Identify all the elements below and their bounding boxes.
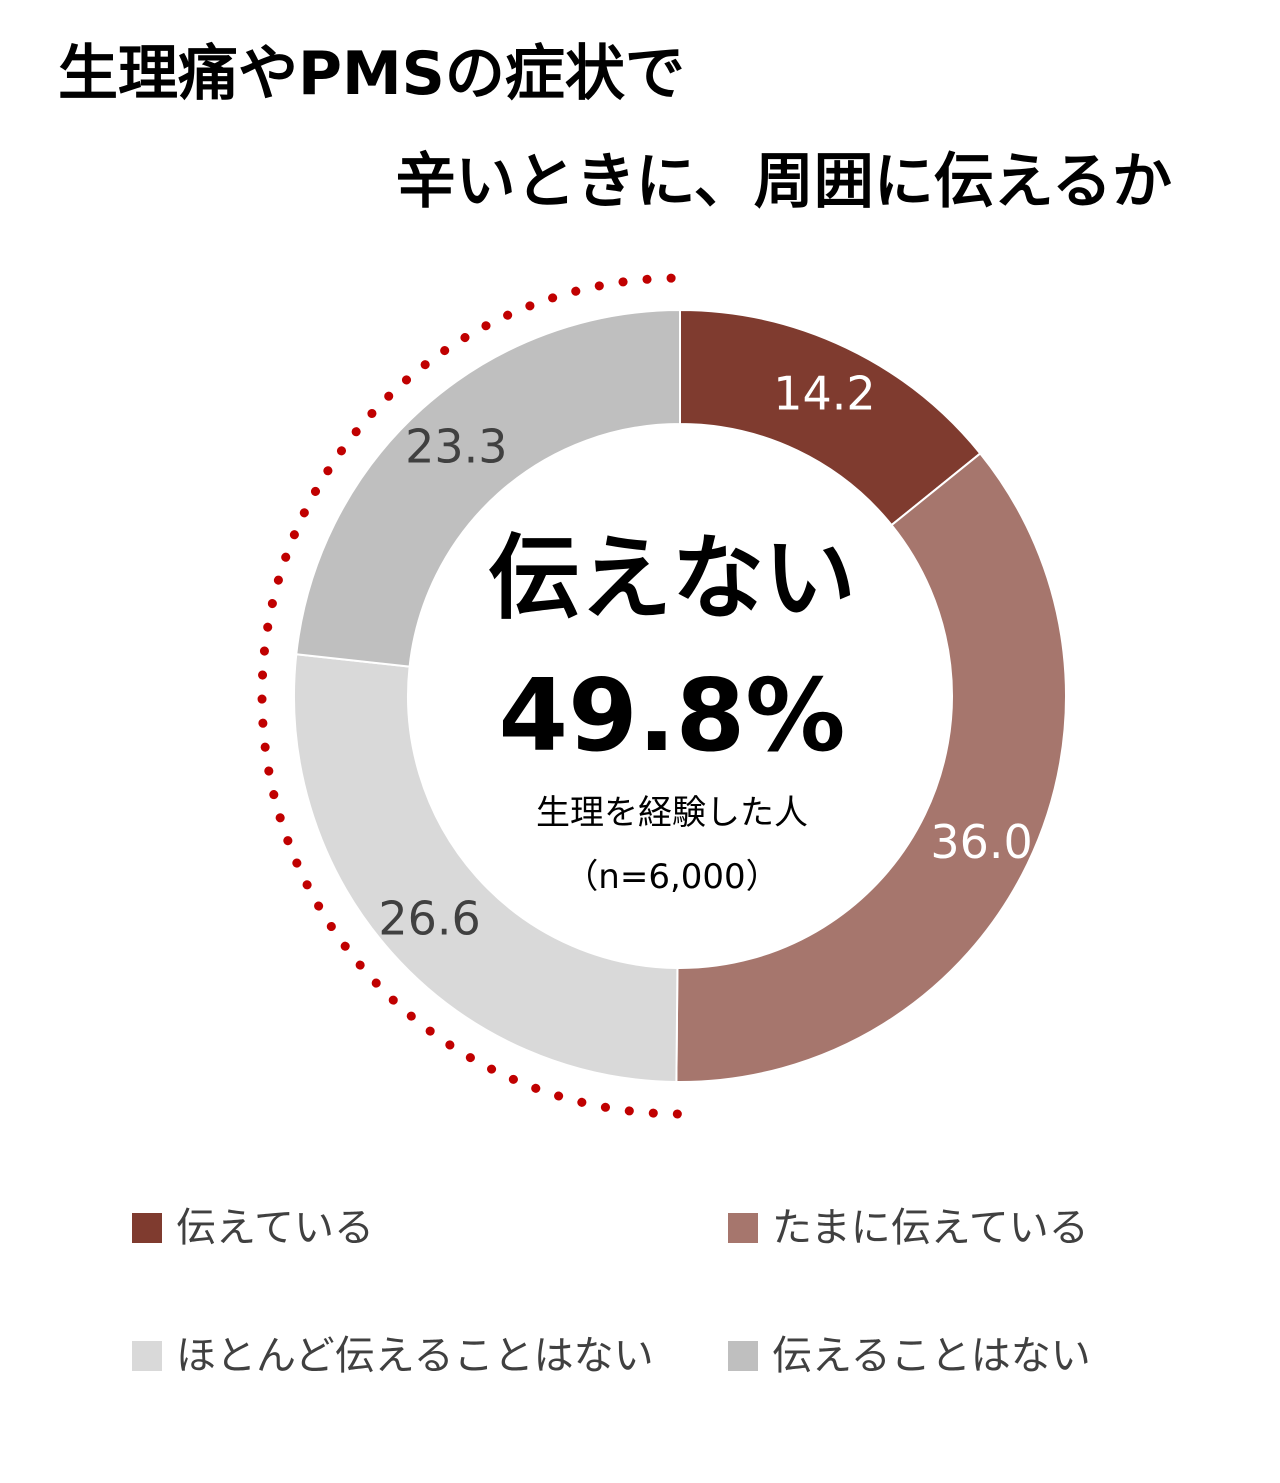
donut-slice-2	[675, 452, 1067, 1083]
center-heading: 伝えない	[488, 525, 856, 632]
highlight-arc-group	[257, 273, 685, 1119]
chart-title-line-2: 辛いときに、周囲に伝えるか	[395, 147, 1172, 217]
center-sample-size: （n=6,000）	[564, 857, 779, 897]
chart-title-line-1: 生理痛やPMSの症状で	[58, 39, 685, 109]
donut-center: 伝えない 49.8% 生理を経験した人 （n=6,000）	[488, 525, 856, 897]
slice-labels: 14.2 36.0 26.6 23.3	[378, 367, 1032, 946]
slice-value-label-4: 23.3	[405, 420, 507, 474]
slice-value-label-2: 36.0	[930, 815, 1032, 869]
donut-slice-3	[293, 653, 679, 1083]
highlight-dotted-arc	[257, 273, 685, 1119]
donut-slices	[293, 308, 1067, 1083]
slice-value-label-3: 26.6	[378, 892, 480, 946]
center-base-label: 生理を経験した人	[536, 793, 808, 833]
donut-slice-4	[295, 308, 681, 668]
slice-value-label-1: 14.2	[773, 367, 875, 421]
center-value: 49.8%	[499, 657, 846, 774]
